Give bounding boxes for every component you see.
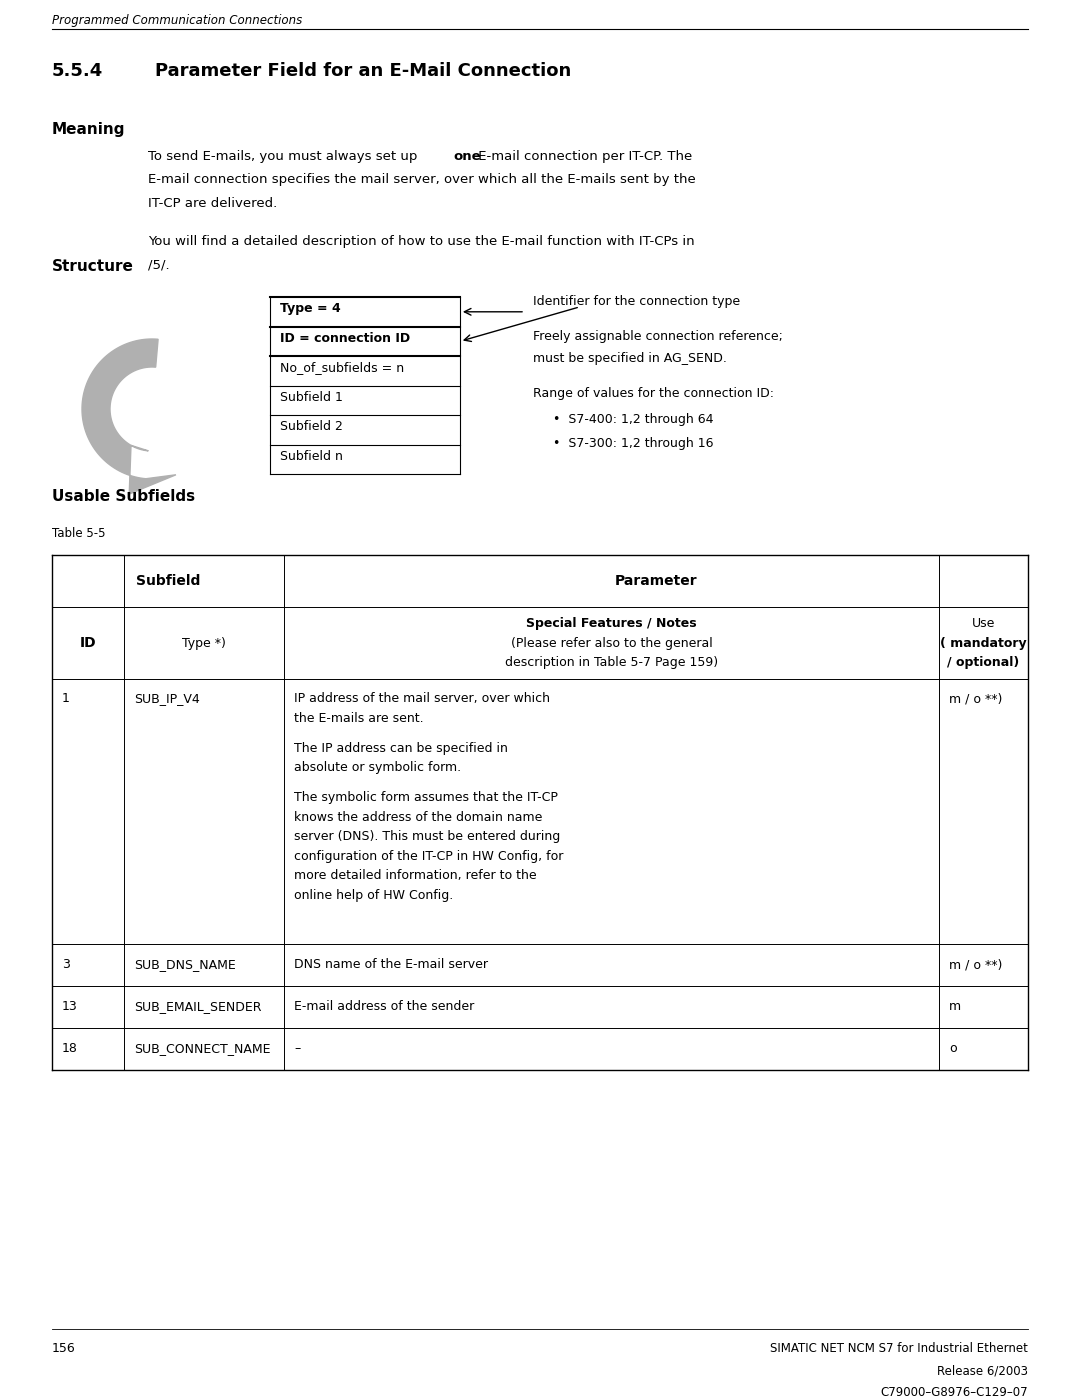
Text: •  S7-400: 1,2 through 64: • S7-400: 1,2 through 64: [553, 412, 714, 426]
Text: You will find a detailed description of how to use the E-mail function with IT-C: You will find a detailed description of …: [148, 235, 694, 247]
Text: SUB_IP_V4: SUB_IP_V4: [134, 692, 200, 705]
Polygon shape: [82, 339, 176, 495]
Text: 156: 156: [52, 1343, 76, 1355]
Text: –: –: [294, 1042, 300, 1056]
Text: more detailed information, refer to the: more detailed information, refer to the: [294, 869, 537, 883]
Text: one: one: [453, 149, 481, 163]
Text: absolute or symbolic form.: absolute or symbolic form.: [294, 761, 461, 774]
Text: Release 6/2003: Release 6/2003: [937, 1363, 1028, 1377]
Text: SUB_DNS_NAME: SUB_DNS_NAME: [134, 958, 235, 971]
Text: Use: Use: [972, 617, 995, 630]
Text: o: o: [949, 1042, 957, 1056]
Text: SUB_EMAIL_SENDER: SUB_EMAIL_SENDER: [134, 1000, 261, 1013]
Text: E-mail connection specifies the mail server, over which all the E-mails sent by : E-mail connection specifies the mail ser…: [148, 173, 696, 187]
Text: the E-mails are sent.: the E-mails are sent.: [294, 711, 423, 725]
Text: IP address of the mail server, over which: IP address of the mail server, over whic…: [294, 692, 550, 705]
Text: Table 5-5: Table 5-5: [52, 527, 106, 541]
Text: IT-CP are delivered.: IT-CP are delivered.: [148, 197, 278, 210]
Text: m: m: [949, 1000, 961, 1013]
Text: To send E-mails, you must always set up: To send E-mails, you must always set up: [148, 149, 421, 163]
Text: Subfield: Subfield: [136, 574, 200, 588]
Text: Freely assignable connection reference;: Freely assignable connection reference;: [534, 330, 783, 342]
Text: No_of_subfields = n: No_of_subfields = n: [280, 360, 404, 374]
Text: m / o **): m / o **): [949, 958, 1002, 971]
Text: E-mail address of the sender: E-mail address of the sender: [294, 1000, 474, 1013]
Text: Special Features / Notes: Special Features / Notes: [526, 617, 697, 630]
Text: The IP address can be specified in: The IP address can be specified in: [294, 742, 508, 754]
Text: / optional): / optional): [947, 657, 1020, 669]
Text: Type = 4: Type = 4: [280, 302, 341, 314]
Text: ( mandatory: ( mandatory: [941, 637, 1027, 650]
Text: (Please refer also to the general: (Please refer also to the general: [511, 637, 713, 650]
Text: Parameter: Parameter: [615, 574, 698, 588]
Text: 18: 18: [62, 1042, 78, 1056]
Text: knows the address of the domain name: knows the address of the domain name: [294, 810, 542, 824]
Text: Identifier for the connection type: Identifier for the connection type: [534, 295, 740, 307]
Text: online help of HW Config.: online help of HW Config.: [294, 888, 454, 902]
Text: Subfield 2: Subfield 2: [280, 420, 342, 433]
Text: The symbolic form assumes that the IT-CP: The symbolic form assumes that the IT-CP: [294, 792, 558, 805]
Text: Parameter Field for an E-Mail Connection: Parameter Field for an E-Mail Connection: [156, 61, 571, 80]
Text: DNS name of the E-mail server: DNS name of the E-mail server: [294, 958, 488, 971]
Text: Subfield n: Subfield n: [280, 450, 342, 462]
Text: 5.5.4: 5.5.4: [52, 61, 104, 80]
Text: Range of values for the connection ID:: Range of values for the connection ID:: [534, 387, 774, 400]
Text: description in Table 5-7 Page 159): description in Table 5-7 Page 159): [505, 657, 718, 669]
Text: Subfield 1: Subfield 1: [280, 391, 342, 404]
Text: Programmed Communication Connections: Programmed Communication Connections: [52, 14, 302, 27]
Text: Structure: Structure: [52, 258, 134, 274]
Text: SUB_CONNECT_NAME: SUB_CONNECT_NAME: [134, 1042, 270, 1056]
Text: configuration of the IT-CP in HW Config, for: configuration of the IT-CP in HW Config,…: [294, 849, 564, 863]
Text: m / o **): m / o **): [949, 692, 1002, 705]
Text: must be specified in AG_SEND.: must be specified in AG_SEND.: [534, 352, 727, 365]
Text: C79000–G8976–C129–07: C79000–G8976–C129–07: [880, 1386, 1028, 1397]
Text: Usable Subfields: Usable Subfields: [52, 489, 195, 504]
Text: ID: ID: [80, 636, 96, 650]
Text: /5/.: /5/.: [148, 258, 170, 271]
Text: Meaning: Meaning: [52, 122, 125, 137]
Text: 13: 13: [62, 1000, 78, 1013]
Text: 3: 3: [62, 958, 70, 971]
Text: E-mail connection per IT-CP. The: E-mail connection per IT-CP. The: [474, 149, 692, 163]
Text: ID = connection ID: ID = connection ID: [280, 331, 410, 345]
Text: server (DNS). This must be entered during: server (DNS). This must be entered durin…: [294, 830, 561, 844]
Text: •  S7-300: 1,2 through 16: • S7-300: 1,2 through 16: [553, 437, 714, 450]
Text: SIMATIC NET NCM S7 for Industrial Ethernet: SIMATIC NET NCM S7 for Industrial Ethern…: [770, 1343, 1028, 1355]
Text: Type *): Type *): [183, 637, 226, 650]
Text: 1: 1: [62, 692, 70, 705]
